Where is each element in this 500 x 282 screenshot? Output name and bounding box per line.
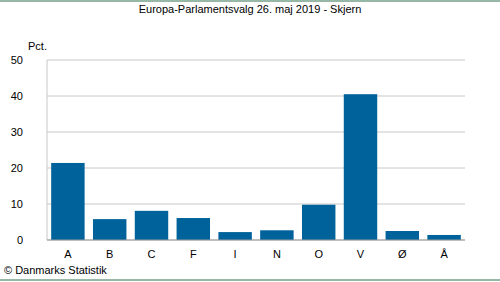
grid-line bbox=[47, 240, 465, 241]
y-tick-label: 20 bbox=[11, 162, 23, 174]
bar bbox=[260, 230, 293, 240]
bar bbox=[386, 231, 419, 240]
x-tick-label: V bbox=[357, 248, 365, 260]
x-tick-label: Ø bbox=[398, 248, 407, 260]
x-axis bbox=[47, 240, 465, 241]
bar bbox=[51, 163, 84, 240]
x-tick-label: B bbox=[106, 248, 113, 260]
top-rule bbox=[0, 1, 500, 2]
chart: Europa-Parlamentsvalg 26. maj 2019 - Skj… bbox=[0, 0, 500, 282]
x-tick-label: Å bbox=[440, 248, 448, 260]
y-tick-label: 0 bbox=[17, 234, 23, 246]
y-axis bbox=[47, 60, 48, 240]
x-tick-label: C bbox=[148, 248, 156, 260]
title: Europa-Parlamentsvalg 26. maj 2019 - Skj… bbox=[139, 3, 362, 15]
y-label: Pct. bbox=[28, 40, 47, 52]
y-tick-label: 30 bbox=[11, 126, 23, 138]
y-tick-label: 40 bbox=[11, 90, 23, 102]
bars bbox=[51, 94, 461, 240]
bar bbox=[218, 232, 251, 240]
y-tick-label: 50 bbox=[11, 54, 23, 66]
bar bbox=[93, 219, 126, 240]
grid-line bbox=[47, 168, 465, 169]
grid-line bbox=[47, 60, 465, 61]
grid-line bbox=[47, 96, 465, 97]
grid-line bbox=[47, 132, 465, 133]
bar bbox=[302, 205, 335, 240]
bottom-rule bbox=[0, 280, 500, 281]
x-tick-label: F bbox=[190, 248, 197, 260]
x-tick-label: I bbox=[234, 248, 237, 260]
bar bbox=[177, 218, 210, 240]
bar bbox=[427, 235, 460, 240]
bar bbox=[135, 211, 168, 240]
grid-line bbox=[47, 204, 465, 205]
x-tick-label: N bbox=[273, 248, 281, 260]
x-tick-label: A bbox=[64, 248, 72, 260]
source: © Danmarks Statistik bbox=[4, 264, 107, 276]
bar bbox=[344, 94, 377, 240]
y-tick-label: 10 bbox=[11, 198, 23, 210]
x-tick-label: O bbox=[314, 248, 323, 260]
